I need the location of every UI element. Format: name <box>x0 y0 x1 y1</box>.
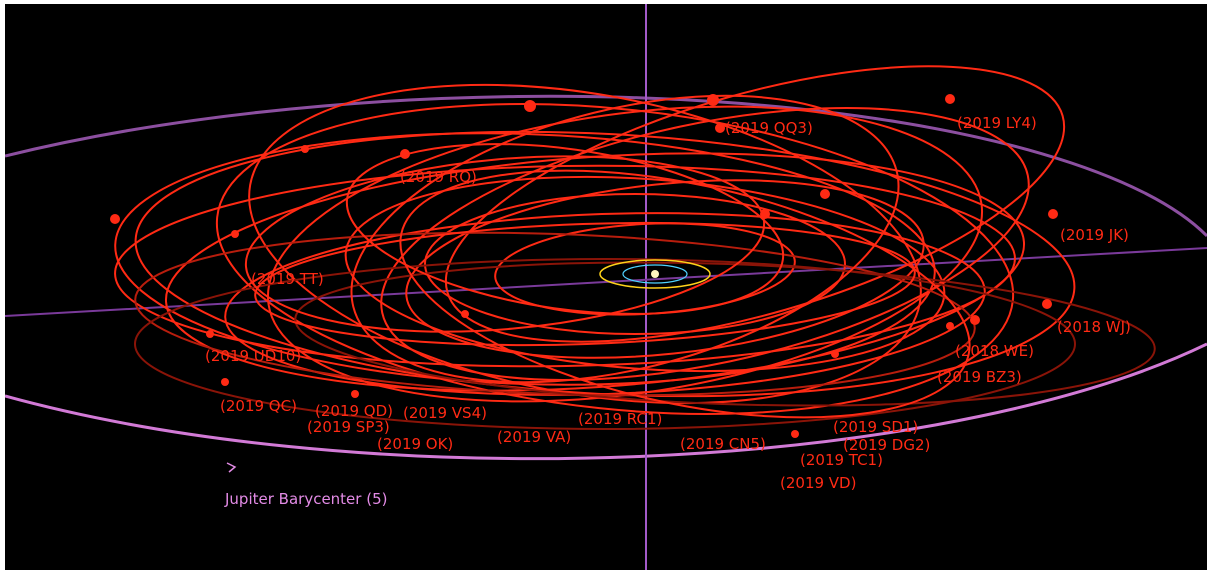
asteroid-label: (2019 RC1) <box>578 410 662 428</box>
asteroid-label: (2019 SP3) <box>307 418 390 436</box>
asteroid-orbits <box>114 65 1156 430</box>
inner-planets <box>599 259 711 289</box>
orbit-scene[interactable]: (2019 LY4) (2019 JK) (2018 WJ) (2018 WE)… <box>5 4 1207 570</box>
asteroid-label: (2019 VS4) <box>403 404 487 422</box>
asteroid-label: (2019 QC) <box>220 397 297 415</box>
asteroid-label: (2019 LY4) <box>957 114 1037 132</box>
asteroid-label: (2019 DG2) <box>843 436 930 454</box>
asteroid-label: (2019 QQ3) <box>725 119 813 137</box>
asteroid-label: (2019 BZ3) <box>937 368 1022 386</box>
asteroid-label: (2019 TC1) <box>800 451 883 469</box>
asteroid-label: (2018 WJ) <box>1057 318 1131 336</box>
asteroid-label: (2019 OK) <box>377 435 453 453</box>
asteroid-label: (2019 UD10) <box>205 347 301 365</box>
reference-axes <box>5 4 1207 570</box>
asteroid-label: (2019 SD1) <box>833 418 918 436</box>
asteroid-label: (2019 RQ) <box>400 168 477 186</box>
asteroid-labels: (2019 LY4) (2019 JK) (2018 WJ) (2018 WE)… <box>205 114 1131 492</box>
orbit-viewport[interactable]: (2019 LY4) (2019 JK) (2018 WJ) (2018 WE)… <box>5 4 1207 570</box>
asteroid-label: (2019 VD) <box>780 474 856 492</box>
asteroid-label: (2019 QD) <box>315 402 393 420</box>
jupiter-barycenter-label: Jupiter Barycenter (5) <box>224 490 387 508</box>
asteroid-bodies <box>110 94 1058 438</box>
asteroid-label: (2019 JK) <box>1060 226 1129 244</box>
asteroid-label: (2019 CN5) <box>680 435 766 453</box>
jupiter-marker-icon <box>226 462 237 473</box>
asteroid-label: (2019 TT) <box>251 270 324 288</box>
asteroid-label: (2019 VA) <box>497 428 571 446</box>
asteroid-label: (2018 WE) <box>955 342 1034 360</box>
jupiter-orbit-front <box>5 342 1207 461</box>
ecliptic-axis <box>5 247 1207 317</box>
space-background <box>5 4 1207 570</box>
